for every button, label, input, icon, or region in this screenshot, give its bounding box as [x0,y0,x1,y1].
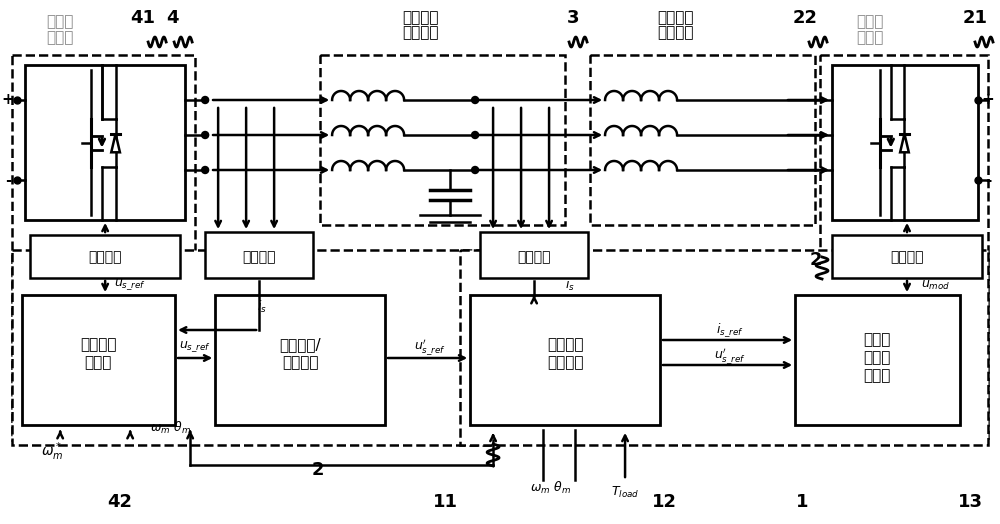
Text: $u_{s\_ref}$: $u_{s\_ref}$ [114,278,146,292]
Text: 脉宽调制: 脉宽调制 [88,250,122,264]
Text: 阻抗网络: 阻抗网络 [657,26,693,40]
Text: $T_{load}$: $T_{load}$ [611,485,639,499]
Text: 电流控制: 电流控制 [657,10,693,26]
Text: $u_{s\_ref}'$: $u_{s\_ref}'$ [414,337,446,357]
Bar [215,295,385,425]
Text: 电流采样: 电流采样 [517,250,551,264]
Bar [832,65,978,220]
Text: 数学模型: 数学模型 [547,355,583,370]
Text: 42: 42 [108,493,133,511]
Text: 模拟工况: 模拟工况 [547,337,583,353]
Text: 2: 2 [312,461,324,479]
Text: 逆变器: 逆变器 [46,30,74,46]
Text: +: + [982,93,994,107]
Circle shape [472,132,479,138]
Text: 22: 22 [793,9,818,27]
Text: $i_s$: $i_s$ [565,277,575,293]
Text: 脉宽调制: 脉宽调制 [890,250,924,264]
Text: 电流采样: 电流采样 [242,250,276,264]
Text: 补偿环节: 补偿环节 [282,355,318,370]
Text: 41: 41 [131,9,156,27]
Text: 带宽控: 带宽控 [863,351,891,366]
Bar [12,55,195,440]
Text: 驱动侧: 驱动侧 [46,15,74,29]
Text: $u_{s\_ref}$: $u_{s\_ref}$ [179,340,211,354]
Bar [25,65,185,220]
Circle shape [202,96,209,104]
Text: 制环节: 制环节 [863,368,891,384]
Text: 电压传输/: 电压传输/ [279,337,321,353]
Bar [460,250,988,445]
Text: 电驱调速: 电驱调速 [80,337,116,353]
Bar [205,232,313,278]
Text: 21: 21 [963,9,988,27]
Text: 13: 13 [958,493,983,511]
Text: 11: 11 [433,493,458,511]
Text: $\omega_m\ \theta_m$: $\omega_m\ \theta_m$ [150,420,191,436]
Text: 纹波抑制: 纹波抑制 [402,10,438,26]
Bar [30,235,180,278]
Bar [480,232,588,278]
Text: 12: 12 [652,493,677,511]
Polygon shape [111,134,120,152]
Text: $u_{s\_ref}'$: $u_{s\_ref}'$ [714,346,746,366]
Bar [832,235,982,278]
Circle shape [472,167,479,173]
Text: $i_s$: $i_s$ [257,299,267,315]
Text: $u_{mod}$: $u_{mod}$ [921,278,951,291]
Text: 电机侧: 电机侧 [856,15,884,29]
Text: 2: 2 [810,251,822,269]
Text: $\omega_m\ \theta_m$: $\omega_m\ \theta_m$ [530,480,571,496]
Text: -: - [985,172,991,188]
Text: $\omega_m^*$: $\omega_m^*$ [41,441,63,463]
Text: -: - [5,172,11,188]
Circle shape [202,132,209,138]
Bar [470,295,660,425]
Text: +: + [2,93,15,107]
Text: 电流全: 电流全 [863,333,891,347]
Text: 阻抗网络: 阻抗网络 [402,26,438,40]
Text: 逆变器: 逆变器 [856,30,884,46]
Polygon shape [900,134,909,152]
Bar [590,55,815,225]
Bar [795,295,960,425]
Circle shape [472,96,479,104]
Bar [22,295,175,425]
Text: 3: 3 [567,9,579,27]
Text: 4: 4 [166,9,178,27]
Bar [320,55,565,225]
Bar [820,55,988,440]
Bar [12,250,492,445]
Text: $i_{s\_ref}$: $i_{s\_ref}$ [716,321,744,339]
Text: 控制器: 控制器 [84,355,112,370]
Text: 1: 1 [796,493,808,511]
Circle shape [202,167,209,173]
